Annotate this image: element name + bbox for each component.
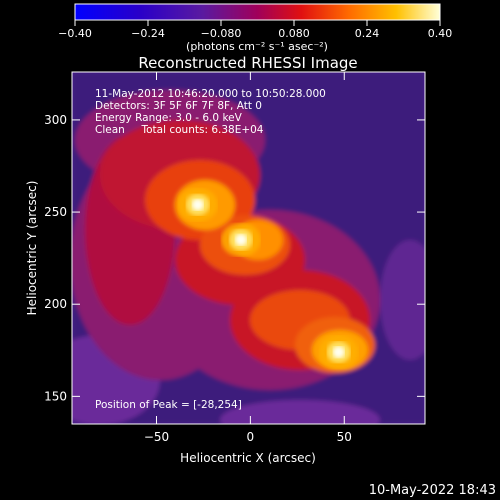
colorbar-tick-label-5: 0.40 [428,27,453,40]
annotation-time: 11-May-2012 10:46:20.000 to 10:50:28.000 [95,88,326,100]
annotation-block: 11-May-2012 10:46:20.000 to 10:50:28.000… [95,88,326,136]
heatmap-image [72,72,425,424]
colorbar-tick-label-0: −0.40 [58,27,92,40]
colorbar [74,3,441,21]
annotation-energy: Energy Range: 3.0 - 6.0 keV [95,112,243,124]
chart-title: Reconstructed RHESSI Image [138,54,357,72]
x-axis-label: Heliocentric X (arcsec) [180,451,316,465]
y-axis-label: Heliocentric Y (arcsec) [25,181,39,316]
colorbar-unit: (photons cm⁻² s⁻¹ asec⁻²) [186,40,328,53]
colorbar-tick-labels: −0.40 −0.24 −0.080 0.080 0.24 0.40 [58,27,452,40]
colorbar-ticks [74,20,441,26]
plot-frame [71,71,426,425]
source-1 [220,222,261,257]
source-2 [318,335,359,370]
colorbar-tick-label-3: 0.080 [278,27,310,40]
y-axis-ticks: 150 200 250 300 [44,113,425,403]
y-tick-label-1: 200 [44,297,67,311]
x-tick-label-0: −50 [144,430,169,444]
annotation-detectors: Detectors: 3F 5F 6F 7F 8F, Att 0 [95,100,262,112]
footer-date: 10-May-2022 18:43 [369,483,496,498]
colorbar-tick-label-1: −0.24 [131,27,165,40]
annotation-counts: Clean Total counts: 6.38E+04 [95,124,264,136]
source-0 [177,187,218,222]
y-tick-label-2: 250 [44,205,67,219]
peak-label: Position of Peak = [-28,254] [95,399,242,411]
colorbar-tick-label-2: −0.080 [201,27,242,40]
y-tick-label-3: 300 [44,113,67,127]
x-axis-ticks: −50 0 50 [144,72,352,444]
y-tick-label-0: 150 [44,389,67,403]
x-tick-label-2: 50 [337,430,352,444]
colorbar-tick-label-4: 0.24 [355,27,380,40]
x-tick-label-1: 0 [247,430,255,444]
